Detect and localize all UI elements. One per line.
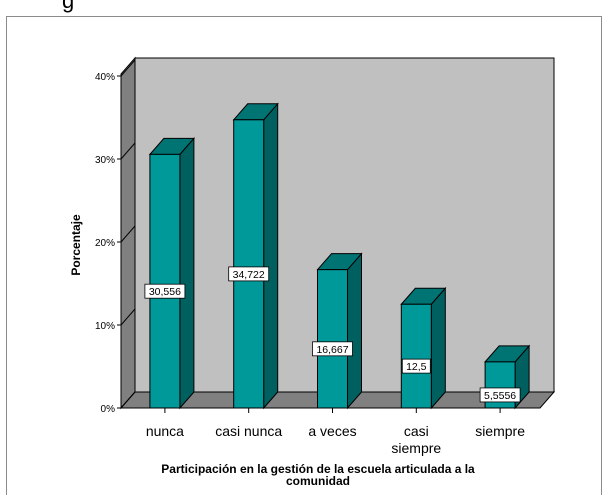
y-tick-label: 10% bbox=[95, 321, 115, 332]
data-label-box bbox=[228, 266, 270, 282]
y-tick-depth bbox=[120, 308, 136, 326]
bar: 12,5 bbox=[400, 286, 447, 410]
x-axis: nunca casi nunca a veces casi siempre siempre bbox=[146, 408, 525, 456]
data-label: 30,556 bbox=[149, 286, 181, 298]
bar-front bbox=[149, 153, 181, 409]
bar-front bbox=[233, 119, 265, 409]
data-label-box bbox=[479, 387, 521, 403]
chart-frame bbox=[6, 16, 602, 495]
y-tick-depth bbox=[120, 59, 136, 77]
data-label-box bbox=[312, 341, 353, 357]
bar-front bbox=[400, 303, 432, 409]
y-tick-label: 0% bbox=[101, 404, 116, 415]
data-label: 34,722 bbox=[233, 269, 265, 281]
bar-side bbox=[179, 137, 195, 410]
bar-side bbox=[263, 102, 279, 410]
bar: 30,556 bbox=[144, 137, 196, 410]
x-tick-label: casi siempre bbox=[391, 423, 441, 456]
left-wall bbox=[120, 56, 136, 410]
page-title-fragment: g bbox=[62, 0, 75, 13]
bar-front bbox=[317, 269, 348, 409]
x-axis-title-text: Participación en la gestión de la escuel… bbox=[161, 462, 475, 488]
data-label: 12,5 bbox=[406, 361, 427, 373]
data-label-box bbox=[144, 283, 186, 299]
y-tick-depth bbox=[120, 391, 136, 409]
bars: 30,556 34,722 16,667 12,5 5,5556 bbox=[144, 102, 531, 410]
data-label: 16,667 bbox=[316, 344, 348, 356]
y-axis: 0% 10% 20% 30% 40% bbox=[95, 59, 136, 415]
y-axis-title: Porcentaje bbox=[69, 214, 83, 276]
y-tick-label: 30% bbox=[95, 155, 115, 166]
y-tick-depth bbox=[120, 142, 136, 160]
x-tick-label: siempre bbox=[475, 423, 525, 439]
bar: 5,5556 bbox=[479, 344, 531, 410]
data-label: 5,5556 bbox=[484, 390, 516, 402]
y-tick-depth bbox=[120, 225, 136, 243]
x-tick-label: a veces bbox=[308, 423, 356, 439]
bar-side bbox=[430, 286, 446, 410]
bar: 16,667 bbox=[312, 252, 363, 410]
y-tick-label: 20% bbox=[95, 238, 115, 249]
x-axis-title: Participación en la gestión de la escuel… bbox=[161, 462, 475, 488]
x-tick-label: casi nunca bbox=[215, 423, 282, 439]
bar-side bbox=[347, 252, 362, 410]
y-tick-label: 40% bbox=[95, 72, 115, 83]
data-label-box bbox=[401, 358, 431, 374]
x-tick-label: nunca bbox=[146, 423, 184, 439]
bar: 34,722 bbox=[228, 102, 279, 410]
